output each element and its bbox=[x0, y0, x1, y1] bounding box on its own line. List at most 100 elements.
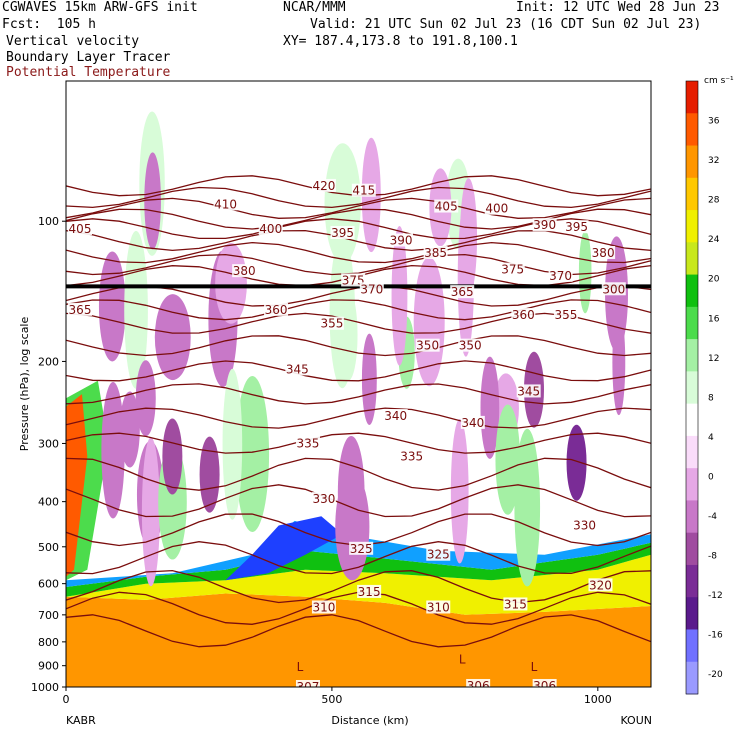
velocity-cell bbox=[324, 143, 361, 264]
init-time: Init: 12 UTC Wed 28 Jun 23 bbox=[516, 0, 720, 15]
velocity-cell bbox=[413, 257, 445, 387]
theta-label: 360 bbox=[265, 303, 288, 317]
theta-label-bg bbox=[434, 199, 459, 213]
theta-label-bg bbox=[423, 245, 448, 259]
theta-label: 306 bbox=[467, 679, 490, 693]
theta-label: 375 bbox=[342, 273, 365, 287]
theta-label: 315 bbox=[504, 597, 527, 611]
theta-label: 310 bbox=[312, 600, 335, 614]
theta-label: 395 bbox=[565, 220, 588, 234]
theta-contour bbox=[66, 312, 651, 334]
downdraft-core bbox=[135, 360, 156, 437]
colorbar-band bbox=[686, 113, 698, 147]
velocity-cell bbox=[578, 230, 592, 314]
theta-label-bg bbox=[319, 316, 344, 330]
theta-label: 335 bbox=[297, 436, 320, 450]
forecast-hour: Fcst: 105 h bbox=[2, 17, 96, 32]
theta-label: 405 bbox=[435, 200, 458, 214]
theta-contour bbox=[66, 299, 651, 321]
theta-label: 350 bbox=[416, 339, 439, 353]
velocity-cell bbox=[98, 251, 126, 362]
org-label: NCAR/MMM bbox=[283, 0, 346, 15]
colorbar-tick-label: 20 bbox=[708, 275, 720, 285]
theta-label-bg bbox=[564, 220, 589, 234]
theta-label: 340 bbox=[384, 409, 407, 423]
colorbar-band bbox=[686, 500, 698, 534]
colorbar-band bbox=[686, 177, 698, 211]
theta-label-bg bbox=[389, 233, 414, 247]
theta-label-bg bbox=[426, 547, 451, 561]
theta-contour bbox=[66, 241, 651, 264]
theta-label-bg bbox=[399, 449, 424, 463]
x-tick-label: 500 bbox=[321, 693, 342, 706]
velocity-cell bbox=[450, 419, 469, 564]
theta-label: 400 bbox=[259, 222, 282, 236]
y-tick-label: 400 bbox=[38, 496, 59, 509]
colorbar-tick-label: 0 bbox=[708, 472, 714, 482]
theta-label-bg bbox=[349, 541, 374, 555]
theta-label: 306 bbox=[533, 679, 556, 693]
colorbar-band bbox=[686, 661, 698, 695]
y-tick-label: 800 bbox=[38, 636, 59, 649]
theta-label-bg bbox=[588, 578, 613, 592]
colorbar-tick-label: 32 bbox=[708, 156, 719, 166]
theta-label-bg bbox=[258, 222, 283, 236]
theta-contour bbox=[66, 407, 651, 429]
field-vertical-velocity: Vertical velocity bbox=[6, 34, 140, 49]
colorbar-tick-label: 12 bbox=[708, 354, 719, 364]
colorbar-tick-label: 8 bbox=[708, 393, 714, 403]
x-endpoint-right: KOUN bbox=[620, 714, 652, 727]
theta-label: 355 bbox=[320, 317, 343, 331]
theta-label-bg bbox=[330, 226, 355, 240]
theta-label: 330 bbox=[573, 518, 596, 532]
theta-label: 360 bbox=[512, 308, 535, 322]
colorbar-band bbox=[686, 81, 698, 114]
theta-label-bg bbox=[311, 178, 336, 192]
y-tick-label: 200 bbox=[38, 355, 59, 368]
theta-label-bg bbox=[591, 245, 616, 259]
theta-label-bg bbox=[68, 222, 92, 236]
y-tick-label: 900 bbox=[38, 660, 59, 673]
theta-contour bbox=[66, 484, 651, 518]
colorbar-band bbox=[686, 274, 698, 308]
colorbar-tick-label: 36 bbox=[708, 117, 720, 127]
theta-label-bg bbox=[311, 492, 336, 506]
theta-contour bbox=[66, 383, 651, 405]
velocity-cell bbox=[101, 381, 125, 519]
theta-label: 380 bbox=[592, 246, 615, 260]
theta-label: 307 bbox=[297, 680, 320, 694]
theta-label: 370 bbox=[549, 269, 572, 283]
theta-label: 420 bbox=[312, 179, 335, 193]
theta-contour bbox=[66, 229, 651, 252]
colorbar-band bbox=[686, 371, 698, 405]
theta-label-bg bbox=[516, 384, 541, 398]
theta-label: 380 bbox=[233, 264, 256, 278]
theta-contour bbox=[66, 335, 651, 357]
theta-label-bg bbox=[351, 183, 376, 197]
colorbar-band bbox=[686, 339, 698, 372]
colorbar: 36 32 28 24 20 16 12 8 4 0 -4 -8 -12 -16 -20 bbox=[685, 80, 723, 695]
theta-label: 385 bbox=[424, 246, 447, 260]
low-marker: L bbox=[459, 652, 466, 666]
axes: 100 200 300 400 500 600 700 800 900 1000 0 500 1000 bbox=[31, 215, 612, 706]
theta-contour bbox=[66, 197, 651, 219]
colorbar-band bbox=[686, 145, 698, 179]
low-marker: L bbox=[297, 660, 304, 674]
velocity-fills bbox=[66, 111, 651, 687]
colorbar-unit: cm s⁻¹ bbox=[704, 76, 734, 86]
downdraft-core bbox=[162, 418, 183, 495]
theta-label-bg bbox=[601, 282, 626, 296]
velocity-cell bbox=[141, 437, 160, 587]
colorbar-band bbox=[686, 306, 698, 340]
valid-time: Valid: 21 UTC Sun 02 Jul 23 (16 CDT Sun … bbox=[310, 17, 702, 32]
theta-label: 320 bbox=[589, 578, 612, 592]
theta-label: 310 bbox=[427, 600, 450, 614]
theta-label: 345 bbox=[517, 384, 540, 398]
colorbar-band bbox=[686, 468, 698, 501]
velocity-cell bbox=[495, 404, 521, 515]
x-tick-label: 1000 bbox=[584, 693, 612, 706]
y-tick-label: 700 bbox=[38, 609, 59, 622]
velocity-cell bbox=[480, 356, 500, 459]
theta-label-bg bbox=[415, 338, 440, 352]
